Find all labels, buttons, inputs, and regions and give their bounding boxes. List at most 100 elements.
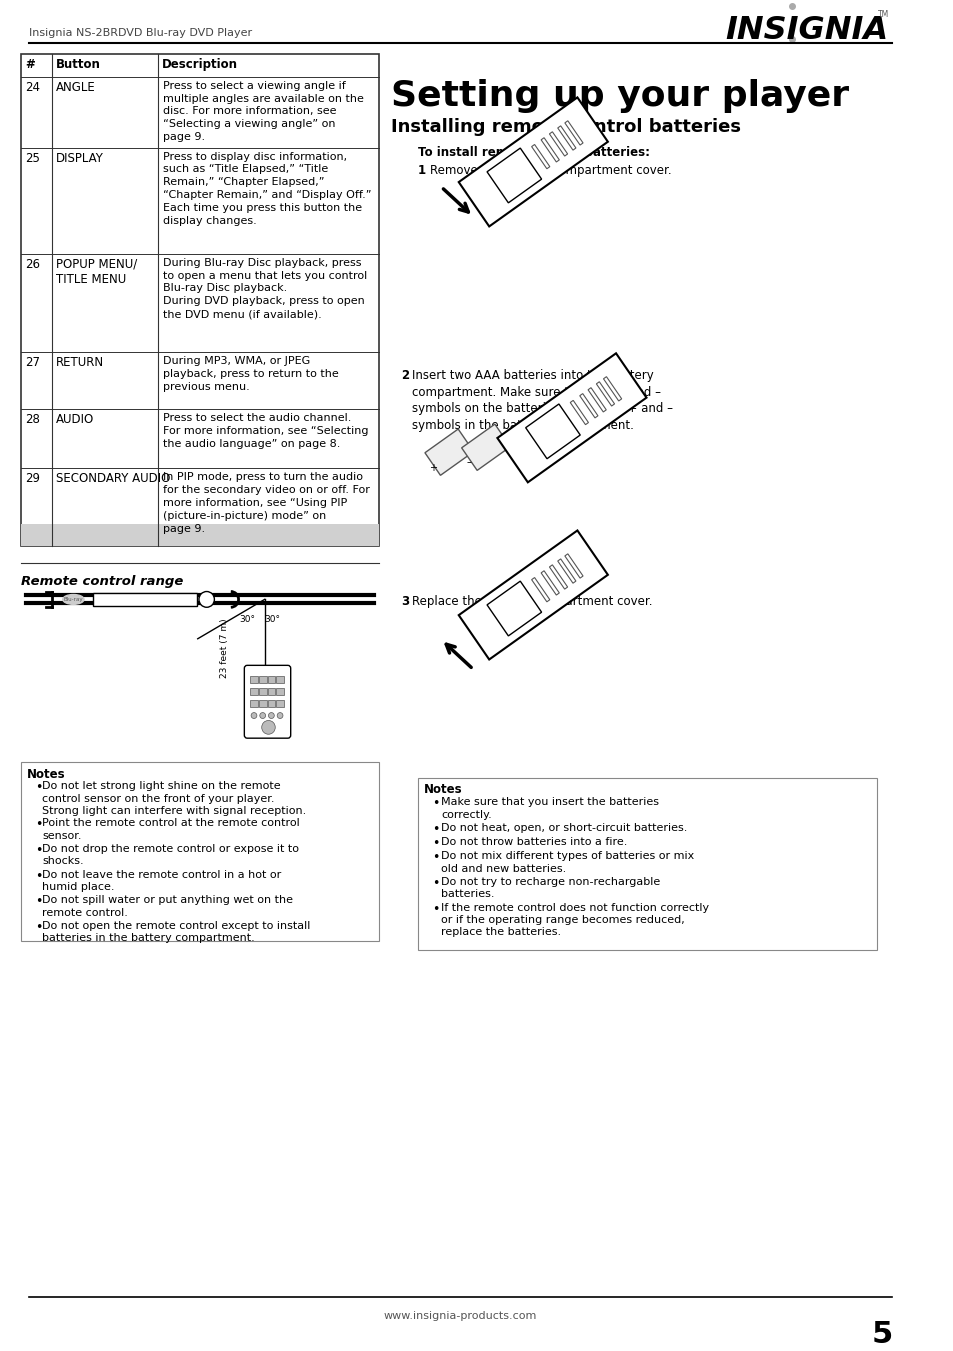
Polygon shape	[603, 377, 621, 401]
Bar	[250, 688, 257, 694]
Bar	[276, 688, 284, 694]
Text: If the remote control does not function correctly
or if the operating range beco: If the remote control does not function …	[441, 902, 709, 938]
Circle shape	[259, 712, 265, 719]
Text: 3: 3	[400, 596, 409, 608]
Polygon shape	[570, 400, 588, 424]
Polygon shape	[564, 554, 582, 578]
Text: Replace the battery compartment cover.: Replace the battery compartment cover.	[412, 596, 652, 608]
Text: 25: 25	[25, 151, 40, 165]
Text: Do not heat, open, or short-circuit batteries.: Do not heat, open, or short-circuit batt…	[441, 823, 687, 832]
Text: Notes: Notes	[423, 784, 462, 797]
Text: •: •	[34, 921, 42, 934]
Polygon shape	[458, 97, 607, 227]
Text: INSIGNIA: INSIGNIA	[724, 15, 887, 46]
Text: 5: 5	[870, 1320, 891, 1348]
Text: During MP3, WMA, or JPEG
playback, press to return to the
previous menu.: During MP3, WMA, or JPEG playback, press…	[163, 357, 338, 392]
Bar	[267, 688, 275, 694]
Polygon shape	[579, 393, 598, 417]
Text: •: •	[34, 844, 42, 857]
Circle shape	[268, 712, 274, 719]
Text: Press to select a viewing angle if
multiple angles are available on the
disc. Fo: Press to select a viewing angle if multi…	[163, 81, 364, 142]
Bar	[258, 700, 266, 707]
Polygon shape	[596, 382, 614, 407]
Text: Do not try to recharge non-rechargable
batteries.: Do not try to recharge non-rechargable b…	[441, 877, 659, 900]
Text: AUDIO: AUDIO	[56, 413, 94, 427]
Text: Notes: Notes	[27, 767, 66, 781]
Polygon shape	[531, 145, 549, 169]
Circle shape	[261, 720, 275, 734]
Polygon shape	[497, 354, 646, 482]
Polygon shape	[558, 126, 576, 150]
Polygon shape	[564, 120, 582, 145]
Text: SECONDARY AUDIO: SECONDARY AUDIO	[56, 473, 171, 485]
Text: ANGLE: ANGLE	[56, 81, 95, 93]
Bar	[92, 593, 197, 607]
Text: During Blu-ray Disc playback, press
to open a menu that lets you control
Blu-ray: During Blu-ray Disc playback, press to o…	[163, 258, 367, 319]
Text: Press to select the audio channel.
For more information, see “Selecting
the audi: Press to select the audio channel. For m…	[163, 413, 368, 449]
Text: Remove the battery compartment cover.: Remove the battery compartment cover.	[429, 165, 671, 177]
Text: +: +	[428, 462, 436, 473]
Text: Do not open the remote control except to install
batteries in the battery compar: Do not open the remote control except to…	[43, 921, 311, 943]
Bar	[250, 700, 257, 707]
Text: DISPLAY: DISPLAY	[56, 151, 104, 165]
Text: 2: 2	[400, 369, 409, 382]
Text: •: •	[432, 838, 438, 850]
Polygon shape	[487, 149, 541, 203]
Text: •: •	[34, 819, 42, 831]
Bar	[276, 700, 284, 707]
Polygon shape	[549, 132, 567, 157]
FancyBboxPatch shape	[244, 665, 291, 738]
Text: 29: 29	[25, 473, 40, 485]
Text: 30°: 30°	[264, 615, 280, 624]
Polygon shape	[461, 424, 510, 470]
Text: Do not leave the remote control in a hot or
humid place.: Do not leave the remote control in a hot…	[43, 870, 281, 892]
Text: Do not throw batteries into a fire.: Do not throw batteries into a fire.	[441, 838, 627, 847]
Text: Point the remote control at the remote control
sensor.: Point the remote control at the remote c…	[43, 819, 300, 840]
Text: POPUP MENU/
TITLE MENU: POPUP MENU/ TITLE MENU	[56, 258, 137, 286]
Ellipse shape	[63, 594, 84, 604]
Polygon shape	[525, 404, 579, 459]
Text: –: –	[466, 458, 472, 467]
Circle shape	[199, 592, 214, 607]
Polygon shape	[549, 565, 567, 589]
Bar	[21, 762, 378, 940]
Bar	[258, 688, 266, 694]
Text: •: •	[432, 823, 438, 836]
Polygon shape	[587, 388, 605, 412]
Text: Setting up your player: Setting up your player	[391, 78, 848, 112]
Polygon shape	[540, 570, 558, 594]
Polygon shape	[458, 531, 607, 659]
Bar	[21, 524, 378, 546]
Polygon shape	[487, 581, 541, 636]
Text: Installing remote control batteries: Installing remote control batteries	[391, 118, 740, 136]
Bar	[250, 676, 257, 684]
Bar	[258, 676, 266, 684]
Text: Do not drop the remote control or expose it to
shocks.: Do not drop the remote control or expose…	[43, 844, 299, 866]
Text: •: •	[432, 877, 438, 890]
Text: 30°: 30°	[239, 615, 255, 624]
Bar	[21, 54, 378, 546]
Text: Press to display disc information,
such as “Title Elapsed,” “Title
Remain,” “Cha: Press to display disc information, such …	[163, 151, 372, 226]
Circle shape	[251, 712, 256, 719]
Text: Button: Button	[56, 58, 101, 72]
Bar	[267, 676, 275, 684]
Text: Blu-ray: Blu-ray	[64, 597, 83, 603]
Circle shape	[277, 712, 283, 719]
Text: 24: 24	[25, 81, 40, 93]
Text: Do not let strong light shine on the remote
control sensor on the front of your : Do not let strong light shine on the rem…	[43, 781, 307, 816]
Text: In PIP mode, press to turn the audio
for the secondary video on or off. For
more: In PIP mode, press to turn the audio for…	[163, 473, 370, 534]
Bar	[276, 676, 284, 684]
Polygon shape	[531, 577, 549, 601]
Text: Do not mix different types of batteries or mix
old and new batteries.: Do not mix different types of batteries …	[441, 851, 694, 874]
Text: •: •	[34, 896, 42, 908]
Text: •: •	[432, 797, 438, 811]
Text: www.insignia-products.com: www.insignia-products.com	[384, 1310, 537, 1321]
Text: Description: Description	[162, 58, 238, 72]
Text: Insignia NS-2BRDVD Blu-ray DVD Player: Insignia NS-2BRDVD Blu-ray DVD Player	[29, 27, 252, 38]
Text: RETURN: RETURN	[56, 357, 104, 369]
Text: To install remote control batteries:: To install remote control batteries:	[417, 146, 650, 158]
Text: 27: 27	[25, 357, 40, 369]
Text: 23 feet (7 m): 23 feet (7 m)	[219, 619, 229, 678]
Polygon shape	[424, 430, 474, 476]
Text: Insert two AAA batteries into the battery
compartment. Make sure that the + and : Insert two AAA batteries into the batter…	[412, 369, 673, 431]
